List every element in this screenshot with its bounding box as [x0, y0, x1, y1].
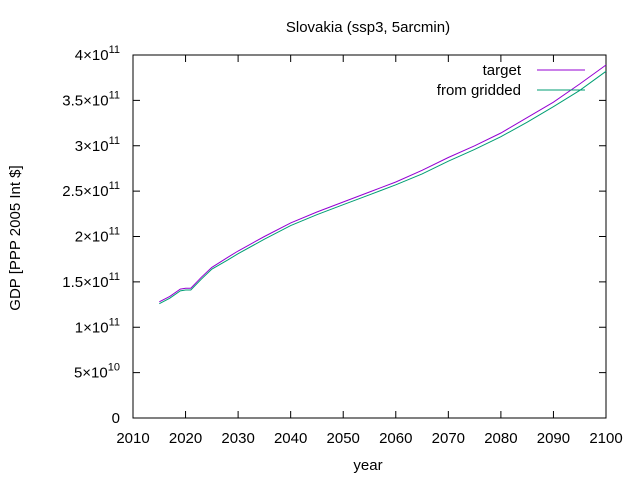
- x-tick-label: 2070: [432, 430, 465, 447]
- chart-title: Slovakia (ssp3, 5arcmin): [286, 19, 450, 36]
- y-tick-label: 2×1011: [75, 226, 120, 246]
- x-tick-label: 2010: [116, 430, 149, 447]
- x-tick-label: 2090: [537, 430, 570, 447]
- y-tick-label: 3.5×1011: [62, 89, 120, 109]
- series-lines: [159, 64, 607, 305]
- y-tick-label: 2.5×1011: [62, 180, 120, 200]
- x-tick-label: 2020: [169, 430, 202, 447]
- y-axis: 0 5×1010 1×1011 1.5×1011 2×1011 2.5×1011 3×101…: [62, 44, 606, 427]
- x-tick-label: 2080: [484, 430, 517, 447]
- x-tick-label: 2100: [589, 430, 622, 447]
- y-tick-label: 4×1011: [75, 44, 120, 64]
- legend: target from gridded: [437, 62, 585, 99]
- y-tick-label: 0: [112, 410, 120, 427]
- series-line-0: [159, 64, 607, 303]
- y-tick-label: 1×1011: [75, 316, 120, 336]
- series-line-1: [159, 70, 607, 305]
- y-axis-label: GDP [PPP 2005 Int $]: [7, 165, 24, 310]
- plot-frame: [132, 54, 607, 419]
- legend-label: from gridded: [437, 82, 521, 99]
- x-tick-label: 2060: [379, 430, 412, 447]
- x-axis: 2010 2020 2030 2040 2050 2060 2070 2080 2090 2100: [116, 55, 623, 447]
- x-tick-label: 2040: [274, 430, 307, 447]
- y-tick-label: 3×1011: [75, 135, 120, 155]
- x-tick-label: 2030: [221, 430, 254, 447]
- y-tick-label: 5×1010: [74, 362, 120, 382]
- x-axis-label: year: [353, 457, 382, 474]
- legend-label: target: [483, 62, 522, 79]
- y-tick-label: 1.5×1011: [62, 271, 120, 291]
- x-tick-label: 2050: [327, 430, 360, 447]
